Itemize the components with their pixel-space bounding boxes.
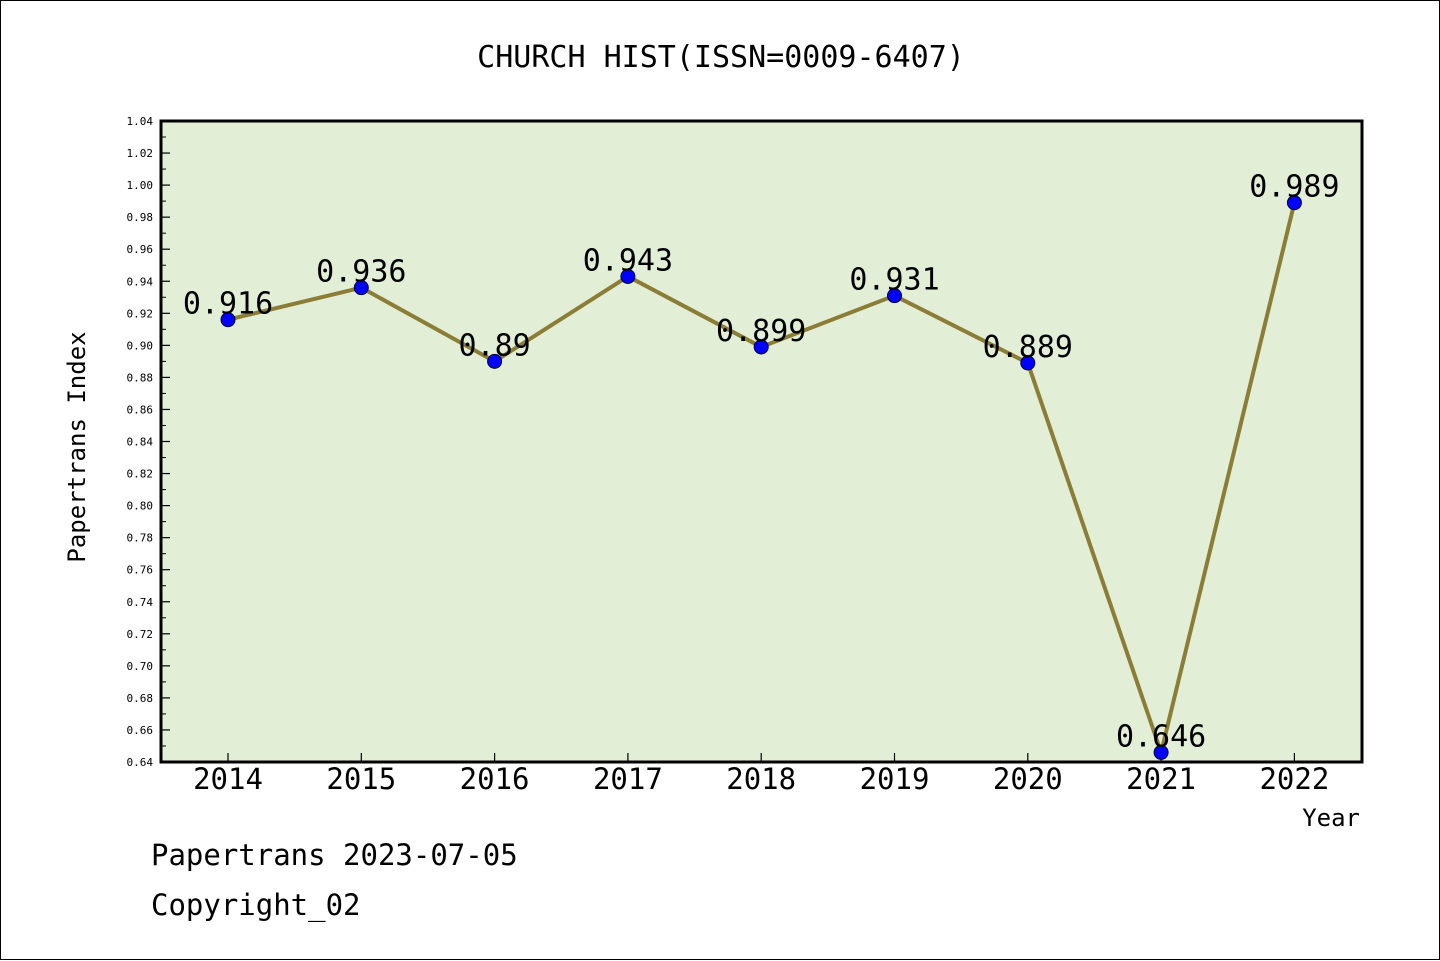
y-axis-label: Papertrans Index (63, 331, 91, 562)
y-tick-label: 1.04 (127, 115, 154, 128)
y-tick-label: 0.90 (127, 339, 154, 352)
data-label: 0.936 (316, 255, 406, 290)
x-tick-label: 2017 (593, 762, 663, 796)
y-tick-label: 1.02 (127, 147, 154, 160)
plot-frame (159, 119, 1364, 764)
y-tick-label: 0.98 (127, 211, 154, 224)
x-axis-ticks: 2014 2015 2016 2017 2018 2019 2020 2021 2022 (193, 753, 1329, 796)
y-tick-label: 0.82 (127, 468, 154, 481)
x-tick-label: 2019 (860, 762, 930, 796)
data-point (220, 312, 236, 328)
chart-title: CHURCH HIST(ISSN=0009-6407) (477, 40, 965, 75)
x-tick-label: 2018 (726, 762, 796, 796)
x-tick-label: 2015 (326, 762, 396, 796)
x-tick-label: 2016 (460, 762, 530, 796)
y-tick-label: 0.68 (127, 692, 154, 705)
data-label: 0.943 (583, 243, 673, 278)
data-point (753, 339, 769, 355)
footer-copyright: Copyright_02 (151, 888, 361, 923)
y-tick-label: 0.84 (127, 436, 154, 449)
y-tick-label: 0.76 (127, 564, 154, 577)
y-tick-label: 0.66 (127, 724, 154, 737)
data-label: 0.989 (1249, 170, 1339, 205)
plot-area (161, 121, 1362, 762)
series-layer (220, 195, 1302, 760)
data-label: 0.916 (183, 287, 273, 322)
y-tick-label: 0.72 (127, 628, 154, 641)
y-tick-label: 0.96 (127, 243, 154, 256)
x-tick-label: 2022 (1259, 762, 1329, 796)
data-labels: 0.916 0.936 0.89 0.943 0.899 0.931 0.889 0.646 0… (183, 170, 1340, 755)
data-point (487, 353, 503, 369)
data-point (1020, 355, 1036, 371)
y-tick-label: 1.00 (127, 179, 154, 192)
x-axis-label: Year (1302, 804, 1360, 832)
y-tick-label: 0.78 (127, 532, 154, 545)
y-tick-label: 0.70 (127, 660, 154, 673)
x-tick-label: 2021 (1126, 762, 1196, 796)
y-tick-label: 0.88 (127, 371, 154, 384)
footer-date: Papertrans 2023-07-05 (151, 838, 518, 872)
y-tick-label: 0.74 (127, 596, 154, 609)
y-tick-label: 0.92 (127, 307, 154, 320)
data-point (1286, 195, 1302, 211)
x-tick-label: 2014 (193, 762, 263, 796)
y-tick-label: 0.86 (127, 403, 154, 416)
data-label: 0.89 (458, 328, 530, 363)
data-label: 0.899 (716, 314, 806, 349)
y-tick-label: 0.80 (127, 500, 154, 513)
y-axis-ticks: 0.64 0.66 0.68 0.70 0.72 0.74 0.76 0.78 0.80 0.82… (127, 115, 170, 769)
data-label: 0.889 (983, 330, 1073, 365)
data-label: 0.931 (849, 263, 939, 298)
x-tick-label: 2020 (993, 762, 1063, 796)
data-point (353, 280, 369, 296)
data-point (1153, 744, 1169, 760)
data-point (887, 288, 902, 304)
y-tick-label: 0.94 (127, 275, 154, 288)
data-point (620, 268, 636, 284)
data-label: 0.646 (1116, 719, 1206, 754)
y-tick-label: 0.64 (127, 756, 154, 769)
